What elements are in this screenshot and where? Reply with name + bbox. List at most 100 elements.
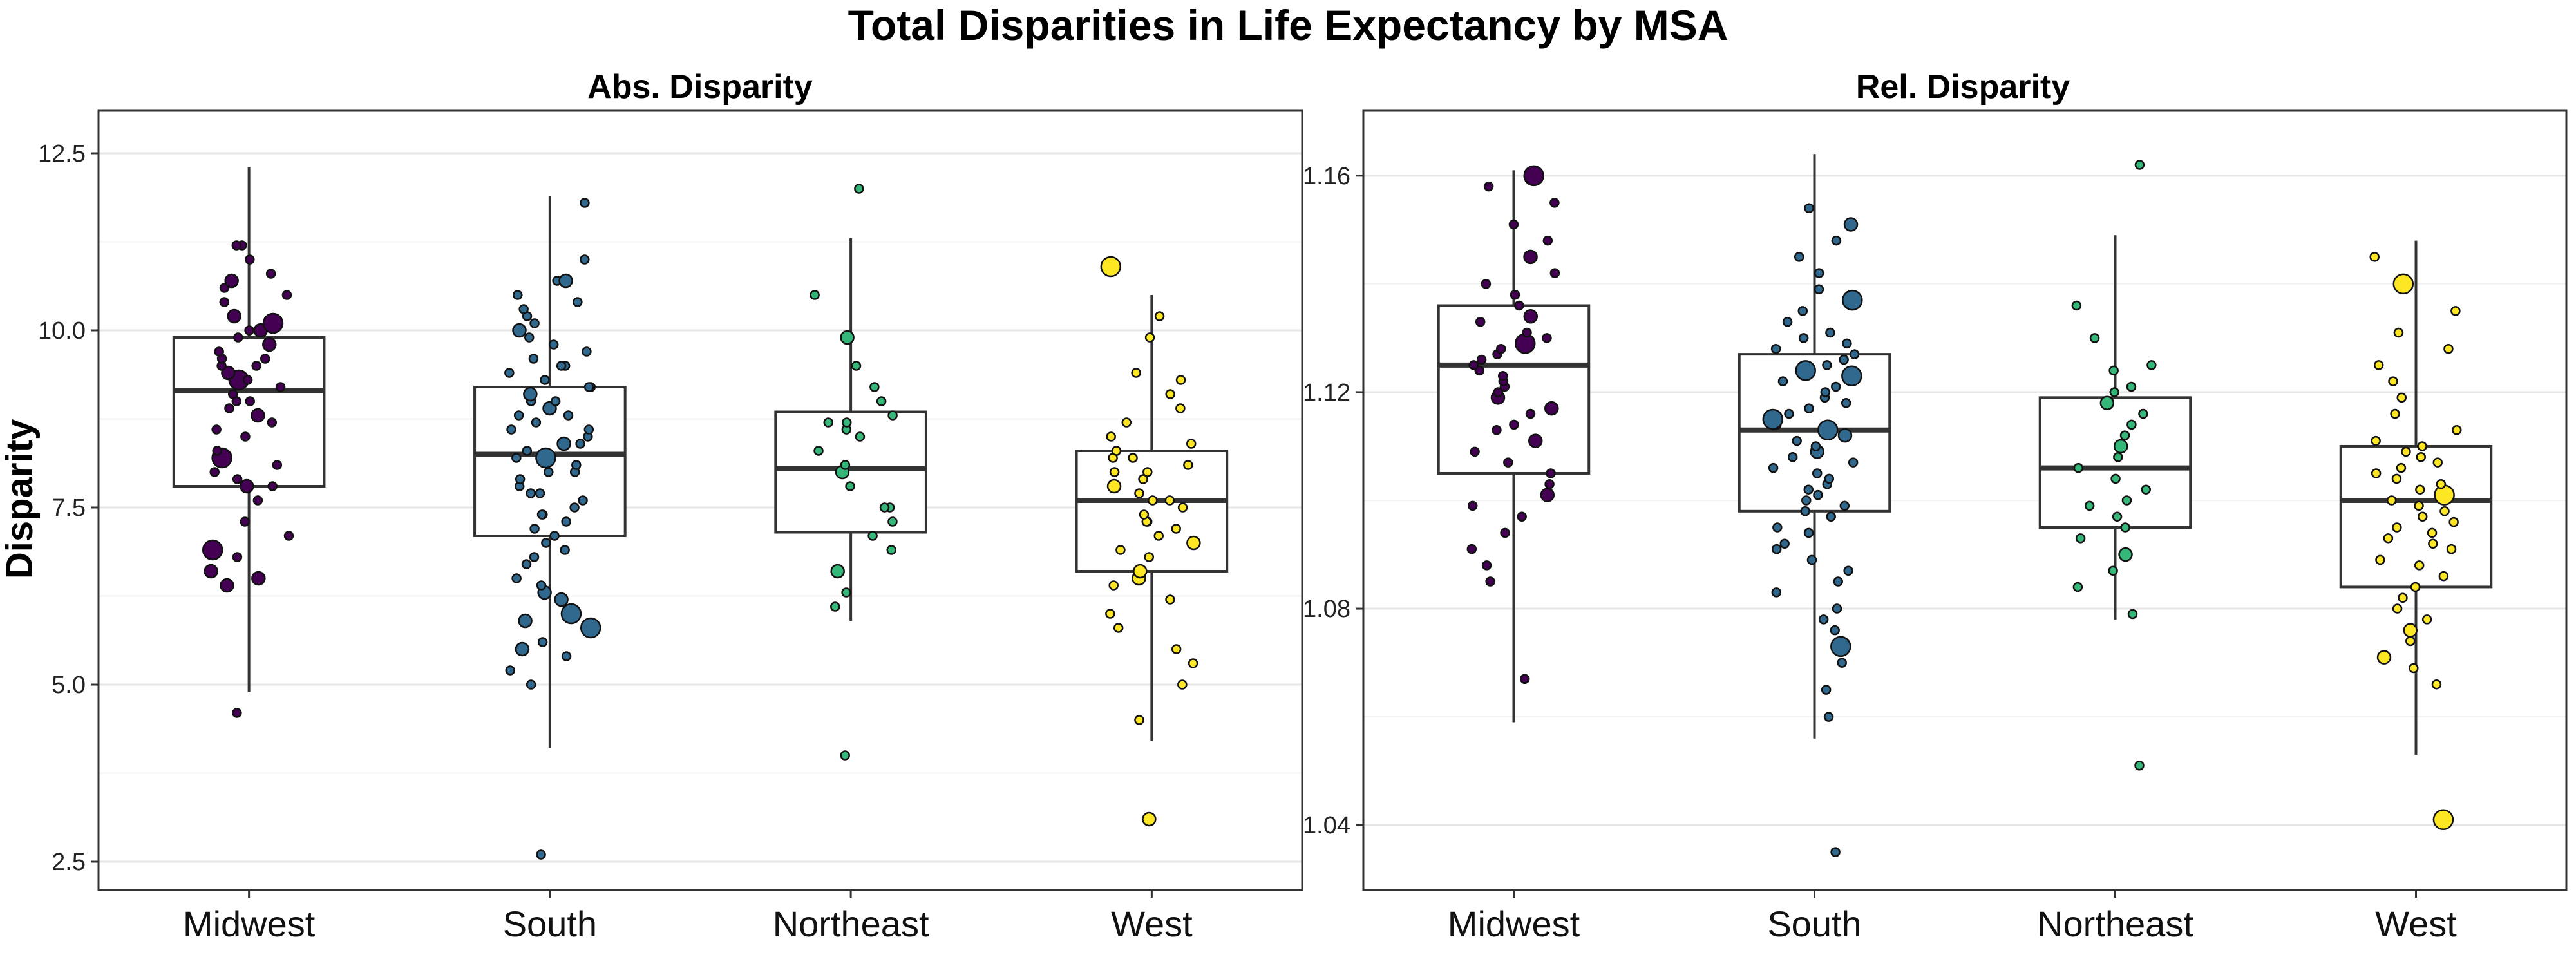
rel-disparity-grid — [1363, 175, 2566, 826]
rel-disparity-south-point — [1833, 576, 1843, 587]
rel-disparity-west-point — [2405, 636, 2416, 647]
abs-disparity-northeast-point — [845, 481, 855, 491]
abs-disparity-midwest-point — [242, 375, 253, 385]
abs-disparity-west-point — [1134, 488, 1144, 498]
abs-disparity-south-point — [580, 198, 590, 208]
abs-disparity-west-point — [1131, 368, 1141, 378]
rel-disparity-west-point — [2427, 527, 2438, 538]
rel-disparity-west-point — [2371, 468, 2382, 478]
abs-disparity-south-point — [556, 361, 567, 371]
rel-disparity-midwest-point — [1481, 560, 1492, 571]
rel-disparity-west-point — [2393, 327, 2404, 338]
abs-disparity-midwest-point — [239, 478, 254, 494]
rel-disparity-south-point — [1822, 360, 1832, 370]
abs-disparity-midwest-point — [211, 424, 222, 435]
rel-disparity-midwest-point — [1525, 408, 1536, 419]
abs-disparity-west-point — [1115, 545, 1126, 555]
abs-disparity-x-tick-label-northeast: Northeast — [773, 904, 929, 944]
rel-disparity-midwest-point — [1509, 419, 1519, 430]
rel-disparity-midwest-point — [1493, 387, 1504, 397]
rel-disparity-south-point — [1787, 452, 1798, 462]
abs-disparity-points — [202, 184, 1201, 860]
rel-disparity-south-point — [1801, 495, 1812, 506]
abs-disparity-midwest-point — [212, 446, 222, 456]
abs-disparity-south-point — [512, 323, 527, 338]
abs-disparity-west-point — [1148, 495, 1158, 506]
rel-disparity-x-tick-label-northeast: Northeast — [2037, 904, 2193, 944]
rel-disparity-west-point — [2438, 571, 2449, 582]
rel-disparity-midwest-point — [1503, 457, 1513, 468]
rel-disparity-west-point — [2436, 479, 2447, 489]
rel-disparity-west-point — [2375, 554, 2385, 565]
rel-disparity-midwest-point — [1468, 360, 1479, 370]
abs-disparity-west-point — [1177, 679, 1188, 690]
abs-disparity-south-point — [569, 502, 580, 513]
rel-disparity-south-point — [1797, 306, 1808, 316]
rel-disparity-south-box — [1738, 353, 1891, 513]
abs-disparity-west-outlier-point — [1100, 256, 1122, 278]
rel-disparity-south-point — [1839, 354, 1849, 365]
abs-disparity-west-point — [1165, 389, 1175, 399]
abs-disparity-south-point — [535, 447, 556, 469]
rel-disparity-west-point — [2443, 343, 2454, 354]
rel-disparity-west-point — [2371, 435, 2381, 446]
rel-disparity-midwest-point — [1475, 316, 1486, 327]
rel-disparity-midwest-point — [1492, 425, 1502, 435]
abs-disparity-midwest-point — [221, 365, 236, 381]
rel-disparity-west-point — [2414, 500, 2424, 511]
rel-disparity-northeast-point — [2075, 533, 2086, 544]
rel-disparity-midwest-point — [1510, 289, 1520, 300]
abs-disparity-south-point — [537, 637, 548, 647]
abs-disparity-midwest-point — [283, 531, 294, 541]
abs-disparity-midwest-point — [267, 481, 278, 491]
abs-disparity-south-point — [582, 346, 592, 357]
rel-disparity-midwest-point — [1497, 370, 1508, 381]
abs-disparity-midwest-point — [265, 269, 276, 279]
rel-disparity-south-point — [1770, 343, 1781, 354]
rel-disparity-northeast-point — [2127, 609, 2138, 620]
abs-disparity-south-point — [524, 332, 535, 343]
rel-disparity-midwest-point — [1544, 401, 1559, 416]
rel-disparity-west-point — [2391, 473, 2402, 484]
abs-disparity-midwest-point — [240, 516, 251, 527]
rel-disparity-west-point — [2396, 462, 2407, 473]
rel-disparity-midwest-point — [1467, 500, 1478, 511]
rel-disparity-northeast-point — [2072, 582, 2083, 592]
rel-disparity-south-point — [1784, 408, 1794, 419]
abs-disparity-south-point — [535, 488, 545, 498]
abs-disparity-south-point — [556, 436, 571, 451]
abs-disparity-panel-border — [97, 109, 1303, 891]
rel-disparity-west-point — [2401, 446, 2411, 457]
abs-disparity-south-outlier-point — [536, 849, 546, 860]
rel-disparity-west-point — [2421, 614, 2432, 625]
abs-disparity-midwest-point — [214, 346, 224, 357]
rel-disparity-x-tick-label-south: South — [1767, 904, 1861, 944]
rel-disparity-south-point — [1782, 316, 1793, 327]
abs-disparity-x-tick-label-south: South — [503, 904, 597, 944]
abs-disparity-northeast-point — [830, 564, 845, 579]
abs-disparity-northeast-point — [869, 382, 880, 392]
abs-disparity-y-tick-label: 12.5 — [38, 140, 86, 167]
abs-disparity-midwest-point — [251, 571, 266, 586]
abs-disparity-x-tick-label-midwest: Midwest — [183, 904, 316, 944]
rel-disparity-midwest-point — [1514, 300, 1524, 311]
abs-disparity-midwest-point — [204, 564, 218, 579]
rel-disparity-west-point — [2428, 538, 2438, 549]
abs-disparity-south-point — [518, 613, 533, 629]
rel-disparity-west-point — [2417, 511, 2428, 522]
abs-disparity-south-point — [536, 509, 547, 520]
rel-disparity-midwest-point — [1549, 268, 1560, 278]
rel-disparity-south-point — [1800, 506, 1810, 516]
rel-disparity-west-outlier-point — [2432, 809, 2454, 831]
rel-disparity-west-point — [2392, 522, 2402, 533]
rel-disparity-south-outlier-point — [1830, 847, 1841, 857]
rel-disparity-midwest-point — [1481, 279, 1492, 289]
rel-disparity-south-point — [1826, 511, 1836, 522]
rel-disparity-west-point — [2434, 484, 2455, 506]
rel-disparity-west-point — [2403, 623, 2418, 638]
abs-disparity-south-point — [513, 290, 523, 300]
abs-disparity-south-point — [548, 339, 559, 350]
rel-disparity-south-point — [1772, 522, 1783, 533]
abs-disparity-south-point — [550, 396, 561, 406]
abs-disparity-west-point — [1154, 311, 1165, 321]
